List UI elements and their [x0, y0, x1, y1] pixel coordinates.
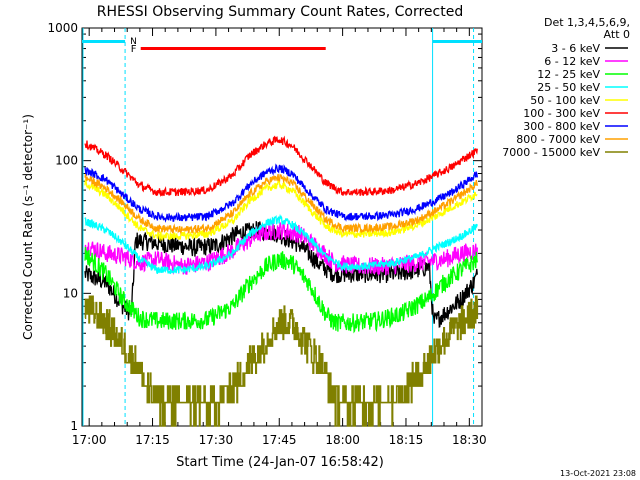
series-line: [84, 295, 479, 427]
night-bar: [432, 40, 482, 43]
x-tick-label: 17:00: [72, 433, 107, 447]
series-line: [84, 222, 478, 277]
legend-label: 25 - 50 keV: [537, 81, 600, 94]
legend-label: 12 - 25 keV: [537, 68, 600, 81]
y-tick-label: 100: [55, 154, 78, 168]
legend-label: 100 - 300 keV: [523, 107, 600, 120]
legend-label: 7000 - 15000 keV: [502, 146, 600, 159]
x-axis-label: Start Time (24-Jan-07 16:58:42): [176, 455, 384, 470]
series-line: [84, 213, 478, 275]
legend-label: 800 - 7000 keV: [516, 133, 600, 146]
y-tick-label: 1000: [47, 21, 78, 35]
chart-title: RHESSI Observing Summary Count Rates, Co…: [97, 4, 463, 20]
legend-header-line-1: Det 1,3,4,5,6,9,: [544, 16, 630, 29]
x-tick-label: 18:00: [325, 433, 360, 447]
legend-header-line-2: Att 0: [604, 28, 630, 41]
y-tick-label: 10: [63, 286, 78, 300]
series-lines: [84, 135, 479, 427]
x-tick-label: 18:30: [452, 433, 487, 447]
x-tick-label: 18:15: [389, 433, 424, 447]
x-tick-labels: 17:00 17:15 17:30 17:45 18:00 18:15 18:30: [72, 433, 487, 447]
legend-label: 50 - 100 keV: [530, 94, 600, 107]
x-tick-label: 17:45: [262, 433, 297, 447]
legend-label: 6 - 12 keV: [544, 55, 600, 68]
generated-timestamp: 13-Oct-2021 23:08: [560, 469, 636, 478]
night-flag-label: N: [130, 37, 137, 47]
flare-bar: [140, 47, 326, 50]
series-line: [84, 246, 478, 334]
night-bar: [82, 40, 126, 43]
x-tick-label: 17:15: [135, 433, 170, 447]
x-tick-label: 17:30: [199, 433, 234, 447]
series-line: [84, 163, 478, 223]
legend-label: 300 - 800 keV: [523, 120, 600, 133]
flare-flag-label: F: [131, 44, 137, 55]
y-tick-labels: 1 10 100 1000: [47, 21, 78, 433]
series-line: [84, 173, 478, 235]
y-axis-label: Corrected Count Rate (s⁻¹ detector⁻¹): [21, 114, 35, 340]
legend-label: 3 - 6 keV: [551, 42, 600, 55]
series-line: [84, 179, 478, 242]
series-line: [84, 135, 478, 198]
y-tick-label: 1: [70, 419, 78, 433]
